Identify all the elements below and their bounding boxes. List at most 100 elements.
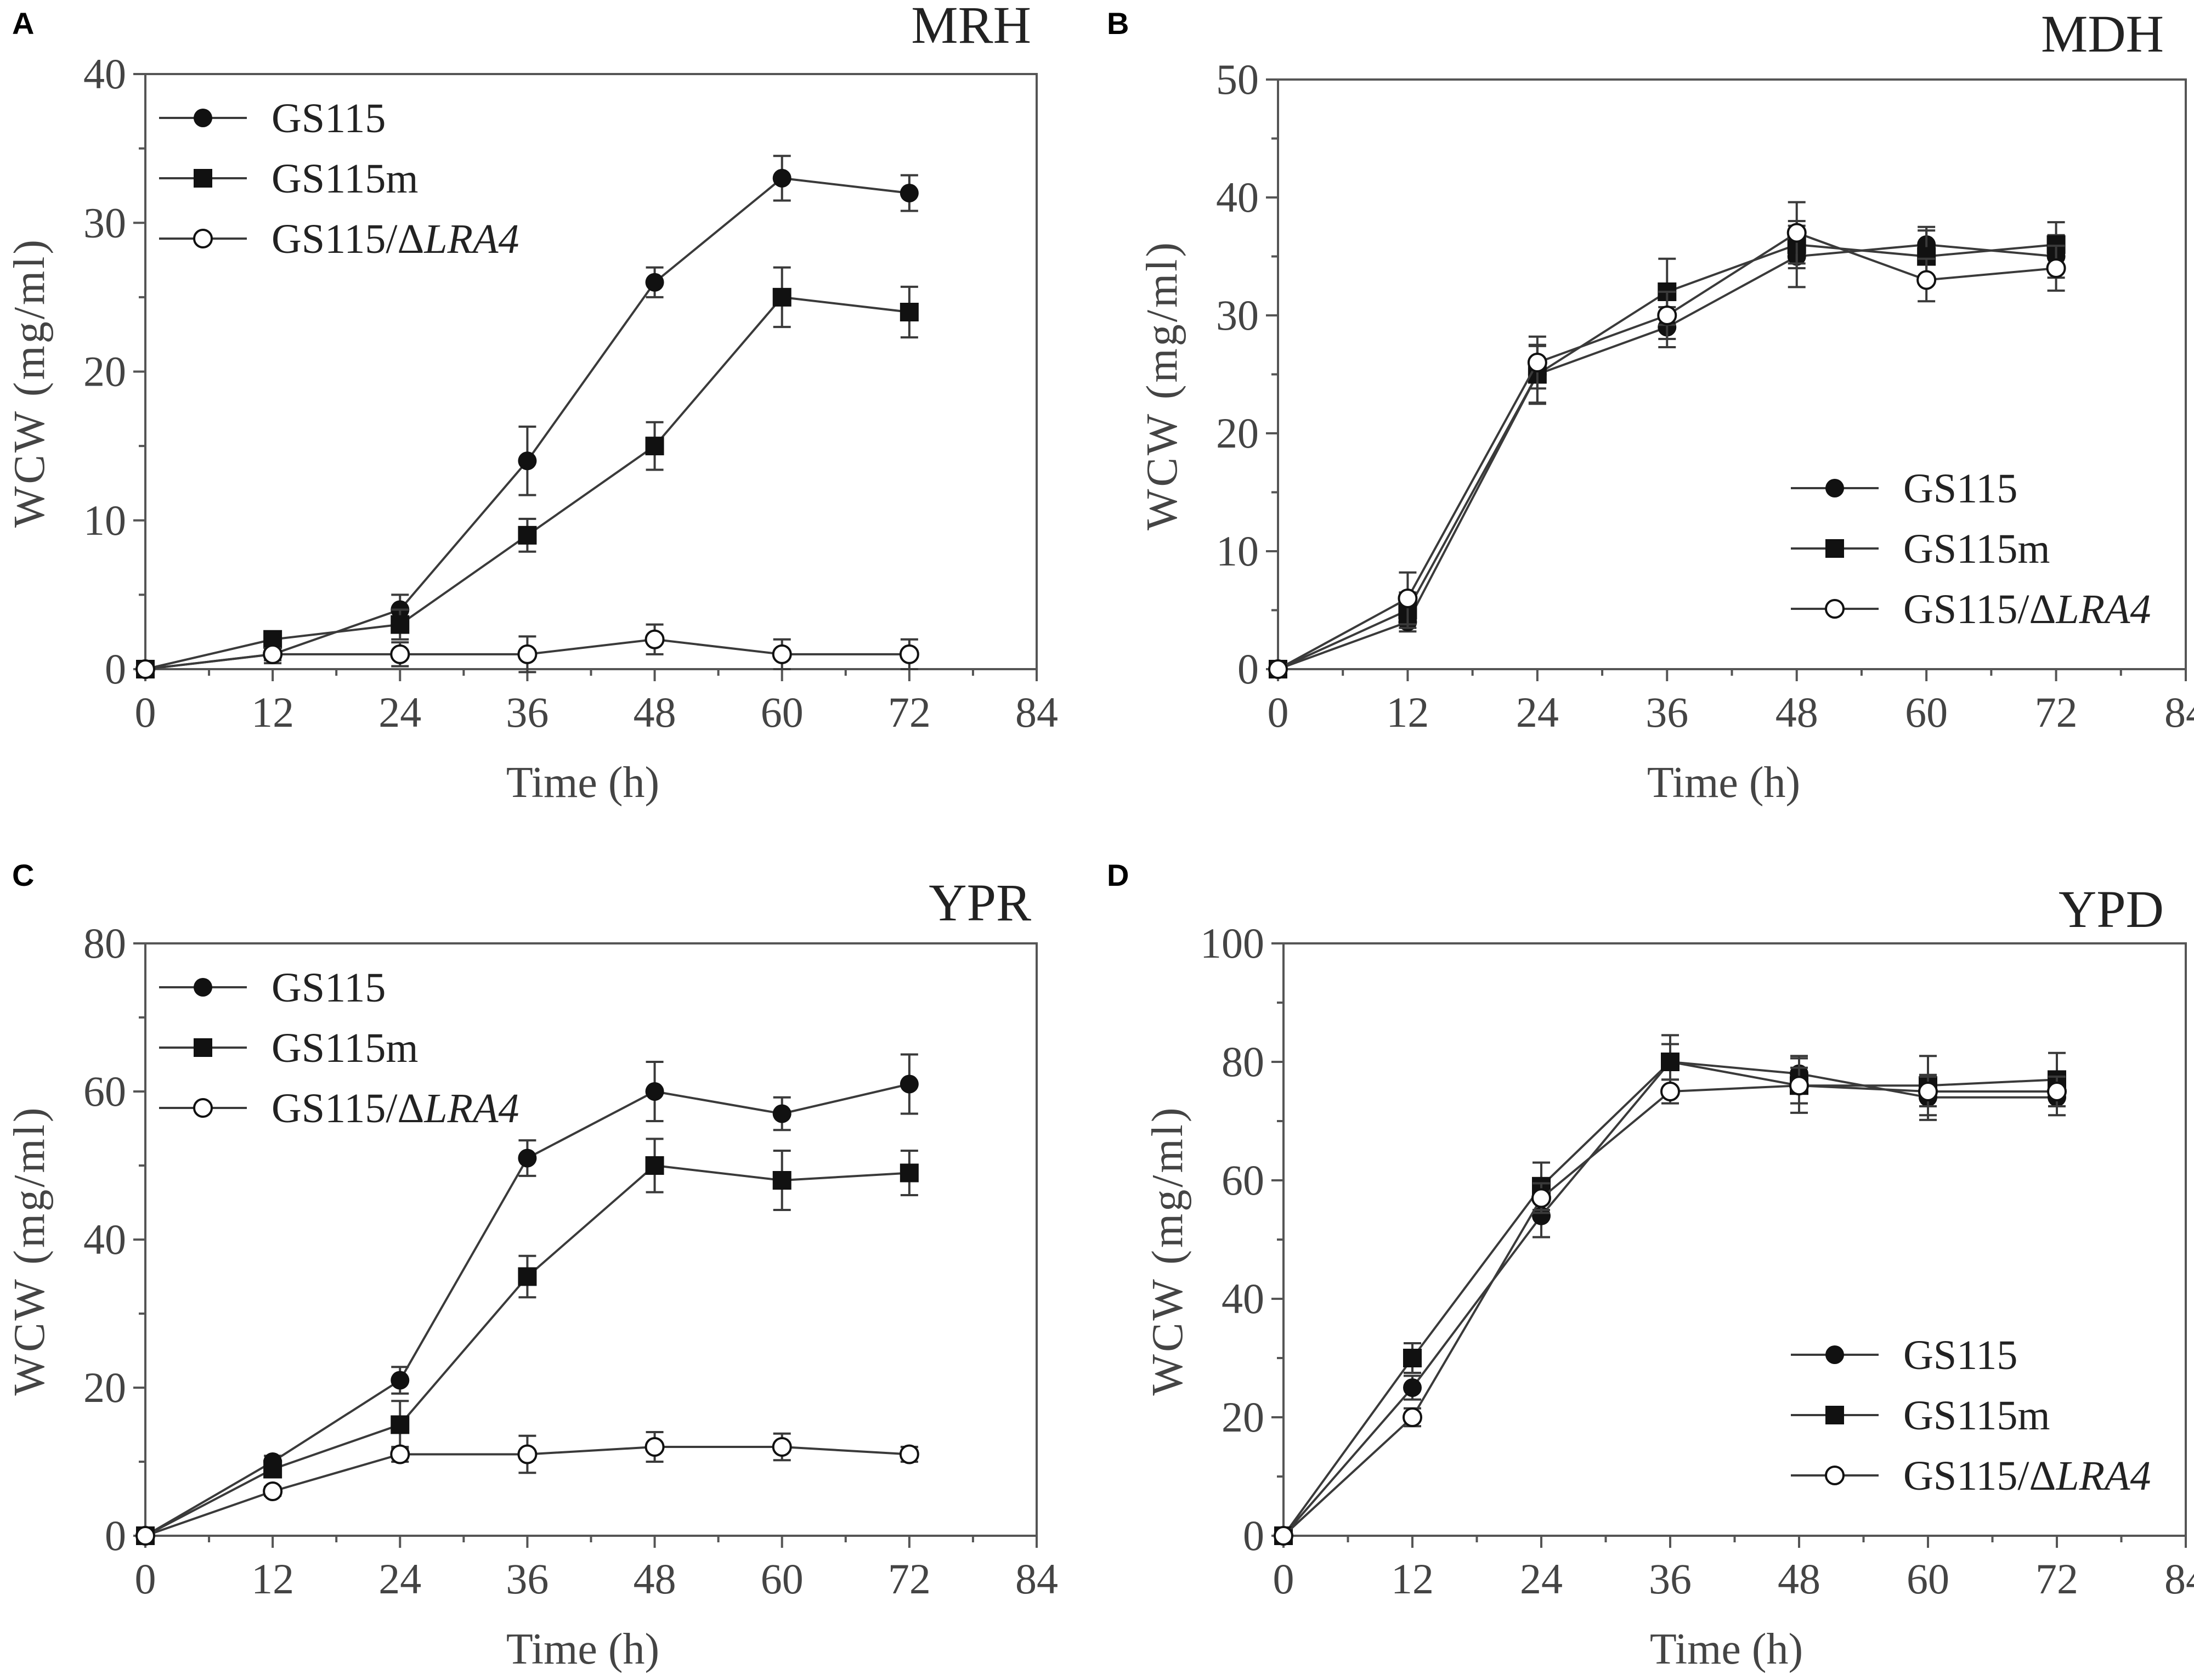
x-tick-label: 48	[634, 1555, 676, 1603]
legend-item: GS115/ΔLRA4	[1791, 1453, 2151, 1499]
x-tick-label: 72	[888, 688, 931, 736]
panel-title: YPR	[929, 873, 1031, 932]
series-gs115-lra4	[135, 1431, 919, 1546]
legend-item: GS115	[159, 95, 386, 142]
series-line	[145, 177, 910, 670]
x-tick-label: 48	[1775, 688, 1818, 736]
panel-title: MDH	[2041, 4, 2164, 63]
data-point	[391, 1371, 410, 1390]
y-tick-label: 0	[1243, 1512, 1264, 1559]
x-tick-label: 60	[1907, 1555, 1949, 1603]
panel-c: C YPR 0 12 24 36 48 60 72 84 0 20 40 60 80 Time (h) WCW …	[5, 858, 1058, 1673]
data-point	[518, 451, 537, 471]
x-tick-label: 36	[506, 688, 548, 736]
x-tick-label: 12	[1391, 1555, 1434, 1603]
data-point	[1660, 1082, 1680, 1101]
x-tick-label: 36	[1646, 688, 1688, 736]
series-gs115-lra4	[1268, 201, 2066, 679]
data-point	[518, 525, 537, 545]
data-point	[1527, 353, 1547, 372]
legend-label: GS115/ΔLRA4	[1903, 586, 2151, 632]
x-tick-label: 48	[1778, 1555, 1820, 1603]
x-axis-label: Time (h)	[1650, 1625, 1803, 1673]
x-axis-label: Time (h)	[506, 759, 659, 807]
series-line	[145, 1164, 909, 1537]
legend-label: GS115m	[272, 1025, 418, 1071]
panel-letter: A	[12, 6, 34, 41]
x-tick-label: 72	[888, 1555, 931, 1603]
y-tick-label: 80	[1222, 1038, 1264, 1085]
legend-marker	[193, 229, 213, 248]
data-point	[772, 1104, 791, 1123]
data-point	[772, 287, 791, 307]
x-tick-label: 72	[2035, 688, 2078, 736]
y-tick-label: 10	[1216, 527, 1259, 575]
panel-a: A MRH 0 12 24 36 48 60 72 84 0 10 20 30 40 Time (h) WCW …	[5, 0, 1058, 807]
data-point	[645, 273, 664, 292]
panel-letter: C	[12, 858, 34, 892]
y-tick-label: 60	[83, 1067, 126, 1115]
legend-item: GS115	[159, 965, 386, 1011]
x-tick-label: 24	[378, 688, 421, 736]
legend-label: GS115/ΔLRA4	[272, 1085, 519, 1132]
data-point	[2047, 1082, 2067, 1101]
legend-label: GS115	[1903, 466, 2017, 512]
data-point	[135, 1526, 155, 1546]
x-axis-label: Time (h)	[506, 1625, 659, 1673]
legend: GS115 GS115m GS115/ΔLRA4	[1791, 1332, 2151, 1499]
y-axis-label: WCW (mg/ml)	[1144, 1105, 1192, 1395]
data-point	[772, 1171, 791, 1190]
data-point	[1403, 1407, 1422, 1427]
legend-item: GS115/ΔLRA4	[1791, 586, 2151, 632]
legend-item: GS115/ΔLRA4	[159, 216, 519, 262]
x-tick-label: 60	[1905, 688, 1948, 736]
data-point	[644, 629, 665, 649]
legend-item: GS115m	[1791, 1393, 2050, 1439]
legend-marker	[194, 1038, 212, 1057]
data-point	[1531, 1188, 1551, 1208]
x-tick-label: 24	[1516, 688, 1559, 736]
panel-letter: D	[1107, 858, 1129, 892]
legend-item: GS115m	[1791, 526, 2050, 572]
legend-marker	[1825, 539, 1844, 558]
data-point	[390, 1444, 410, 1464]
data-point	[263, 1460, 282, 1479]
data-point	[263, 644, 283, 664]
data-point	[772, 644, 792, 664]
data-point	[1918, 1082, 1938, 1101]
data-point	[390, 644, 410, 664]
legend-item: GS115m	[159, 1025, 418, 1071]
x-tick-label: 84	[2164, 1555, 2194, 1603]
legend-item: GS115	[1791, 1332, 2017, 1378]
data-point	[900, 1074, 919, 1094]
y-tick-label: 60	[1222, 1156, 1264, 1204]
x-tick-label: 0	[135, 1555, 156, 1603]
data-point	[135, 659, 155, 679]
legend: GS115 GS115m GS115/ΔLRA4	[1791, 466, 2151, 632]
legend-label: GS115	[272, 95, 386, 142]
y-tick-label: 30	[1216, 291, 1259, 339]
legend-marker	[1825, 1406, 1844, 1424]
y-tick-label: 20	[1216, 409, 1259, 457]
data-point	[645, 1156, 664, 1175]
legend-label: GS115m	[1903, 526, 2050, 572]
data-point	[1403, 1378, 1422, 1397]
legend: GS115 GS115m GS115/ΔLRA4	[159, 95, 519, 262]
data-point	[2046, 258, 2066, 278]
y-tick-label: 100	[1200, 919, 1264, 967]
panel-d: D YPD 0 12 24 36 48 60 72 84 0 20 40 60 80 100 Time (h) W…	[1107, 858, 2194, 1673]
plot-frame	[1282, 942, 2187, 1537]
x-tick-label: 12	[251, 688, 294, 736]
x-tick-label: 84	[1015, 688, 1058, 736]
data-point	[1532, 1206, 1551, 1225]
y-tick-label: 0	[1237, 645, 1259, 693]
y-tick-label: 40	[1216, 173, 1259, 221]
legend-marker	[1825, 1466, 1845, 1485]
x-tick-label: 0	[1268, 688, 1289, 736]
data-point	[518, 1149, 537, 1168]
data-point	[644, 1437, 665, 1457]
x-tick-label: 84	[2164, 688, 2194, 736]
x-tick-label: 60	[761, 1555, 804, 1603]
plot-frame	[1277, 78, 2187, 670]
